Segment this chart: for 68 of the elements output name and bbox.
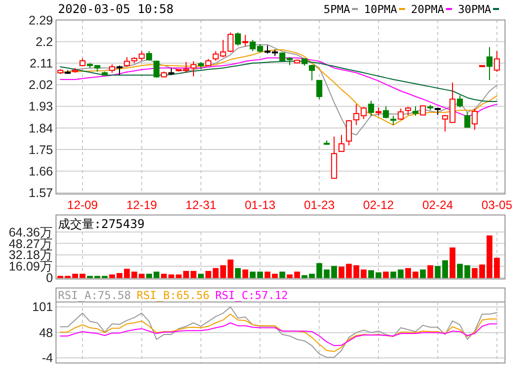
bar: [420, 269, 426, 278]
candlestick: [242, 34, 248, 47]
line-series: [60, 322, 498, 346]
x-tick-label: 02-24: [422, 198, 454, 212]
y-tick-label: -4: [42, 351, 54, 365]
bar: [205, 270, 212, 278]
bar: [398, 269, 404, 278]
y-tick-label: 1.93: [28, 100, 54, 114]
bar: [450, 247, 456, 278]
series-label: RSI_B:65.56: [136, 289, 210, 302]
y-tick-label: 1.75: [28, 142, 54, 157]
candlestick: [308, 64, 315, 81]
bar: [235, 268, 241, 278]
candlestick: [486, 46, 492, 80]
y-tick-label: 32.18万: [8, 248, 53, 262]
candlestick: [390, 115, 396, 126]
bar: [279, 272, 286, 278]
text: RSI_C:57.12: [215, 289, 288, 302]
legend-label: 20PMA: [411, 3, 444, 16]
y-tick-label: 64.36万: [8, 225, 53, 240]
candlestick: [456, 94, 463, 108]
chart-title: 2020-03-05 10:58: [58, 2, 174, 16]
candlestick: [316, 79, 322, 100]
y-tick-label: 101: [32, 300, 54, 314]
y-tick-label: 16.09万: [8, 260, 53, 274]
y-tick-label: 1.57: [28, 186, 54, 200]
y-tick-label: 2.02: [28, 78, 54, 92]
legend-label: 30PMA: [458, 3, 492, 16]
bar: [138, 274, 145, 278]
bar: [198, 274, 204, 278]
bar: [242, 269, 248, 278]
candlestick: [190, 60, 196, 77]
bar: [390, 272, 396, 278]
x-tick-label: 12-19: [126, 198, 158, 212]
x-tick-label: 01-13: [244, 198, 276, 212]
x-tick-label: 12-09: [67, 198, 98, 212]
legend-label: 10PMA: [364, 3, 398, 16]
line-series: [60, 306, 498, 358]
bar: [383, 272, 389, 278]
x-tick-label: 01-23: [304, 198, 335, 212]
candlestick: [472, 108, 478, 130]
x-tick-label: 03-05: [482, 198, 513, 212]
legend-label: 5PMA: [324, 3, 350, 16]
x-tick-label: 02-12: [363, 198, 394, 212]
series-label: RSI_A:75.58: [58, 289, 131, 302]
candlestick: [146, 50, 152, 62]
bar: [360, 269, 367, 278]
y-tick-label: 2.29: [28, 13, 54, 28]
y-tick-label: 2.2: [36, 34, 54, 49]
candlestick: [338, 134, 344, 152]
candlestick: [412, 106, 418, 116]
candlestick: [494, 50, 500, 72]
candlestick: [228, 32, 234, 53]
candlestick: [382, 106, 389, 119]
candlestick: [368, 100, 374, 116]
y-tick-label: 48: [39, 326, 54, 340]
candlestick: [234, 32, 241, 46]
line-series: [60, 314, 498, 352]
x-tick-label: 12-31: [186, 198, 217, 212]
y-tick-label: 1.84: [28, 121, 54, 136]
candlestick: [116, 65, 122, 76]
bar: [427, 265, 434, 278]
y-tick-label: 0: [46, 271, 54, 286]
candlestick: [464, 112, 470, 128]
chart-title: 成交量:275439: [58, 217, 145, 231]
candlestick: [398, 108, 404, 120]
y-tick-label: 2.11: [30, 56, 54, 71]
y-tick-label: 1.66: [28, 164, 54, 178]
